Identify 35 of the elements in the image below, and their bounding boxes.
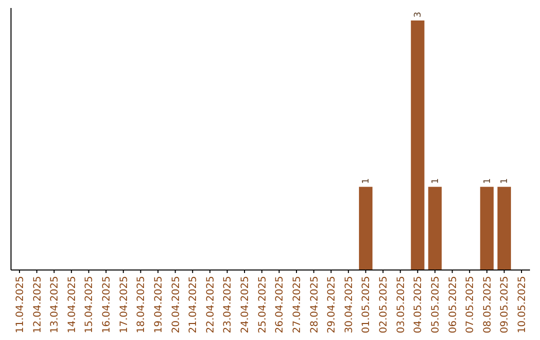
x-tick-label: 11.04.2025 — [14, 276, 26, 334]
x-tick-label: 07.05.2025 — [465, 276, 476, 334]
x-tick-label: 12.04.2025 — [32, 276, 44, 334]
x-tick-label: 16.04.2025 — [102, 276, 113, 334]
x-tick-label: 01.05.2025 — [361, 276, 372, 334]
x-tick-label: 03.05.2025 — [396, 276, 407, 334]
x-tick-label: 30.04.2025 — [344, 276, 355, 334]
x-tick-label: 28.04.2025 — [309, 276, 320, 334]
x-tick-label: 13.04.2025 — [50, 276, 61, 334]
x-tick-label: 10.05.2025 — [517, 276, 528, 334]
data-label: 1 — [362, 178, 372, 184]
x-tick-label: 17.04.2025 — [118, 276, 130, 334]
data-label: 1 — [430, 178, 441, 184]
x-tick-label: 26.04.2025 — [274, 276, 286, 334]
x-tick-label: 08.05.2025 — [482, 276, 494, 334]
x-tick-label: 23.04.2025 — [222, 276, 234, 334]
x-tick-label: 09.05.2025 — [500, 276, 511, 334]
x-tick-label: 29.04.2025 — [326, 276, 338, 334]
data-label: 3 — [414, 12, 424, 18]
x-tick-label: 24.04.2025 — [240, 276, 252, 334]
x-tick-label: 14.04.2025 — [66, 276, 78, 334]
x-tick-label: 19.04.2025 — [153, 276, 164, 334]
x-tick-label: 22.04.2025 — [205, 276, 216, 334]
x-tick-label: 05.05.2025 — [430, 276, 442, 334]
data-label: 1 — [500, 178, 510, 184]
x-tick-label: 15.04.2025 — [84, 276, 96, 334]
x-tick-label: 20.04.2025 — [170, 276, 182, 334]
x-tick-label: 18.04.2025 — [136, 276, 148, 334]
x-tick-label: 27.04.2025 — [292, 276, 303, 334]
x-tick-label: 25.04.2025 — [257, 276, 268, 334]
x-tick-label: 06.05.2025 — [448, 276, 459, 334]
data-label: 1 — [482, 178, 493, 184]
x-tick-label: 21.04.2025 — [188, 276, 200, 334]
x-tick-label: 04.05.2025 — [413, 276, 424, 334]
x-tick-label: 02.05.2025 — [378, 276, 390, 334]
